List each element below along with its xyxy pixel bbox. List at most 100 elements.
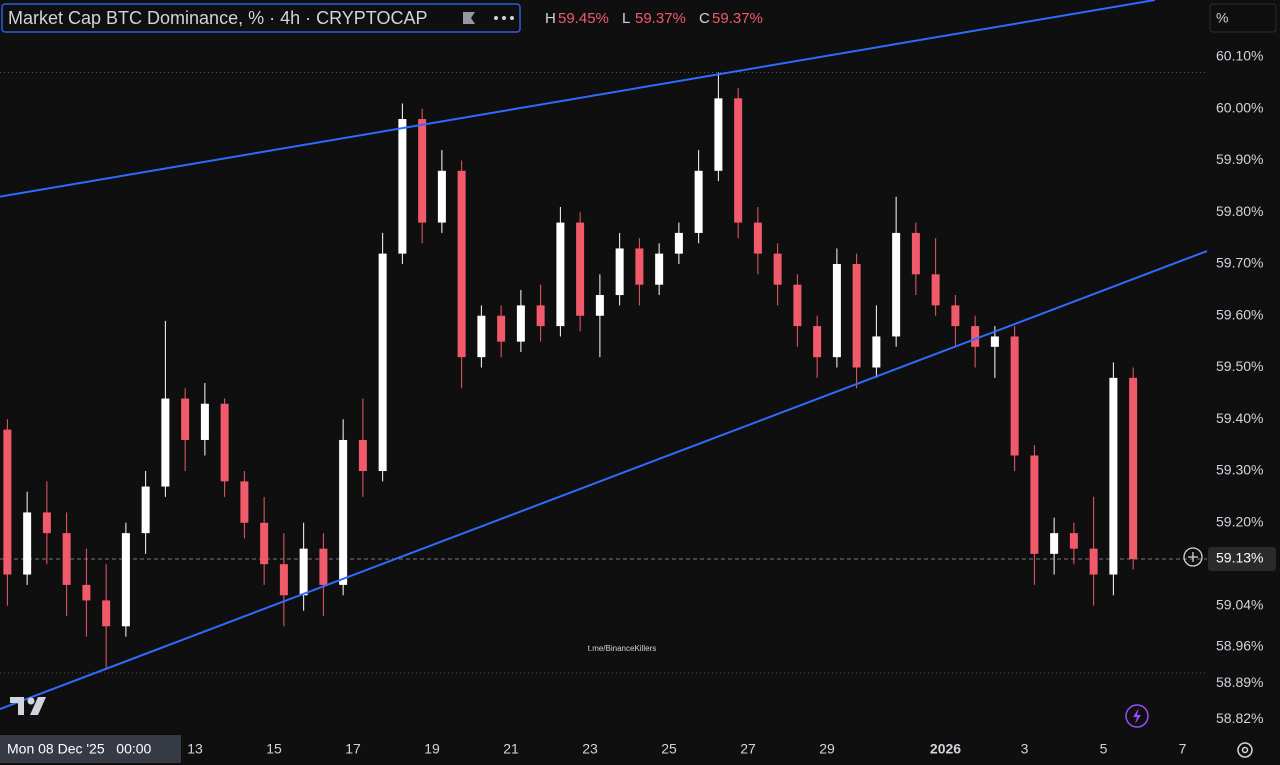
candle-body — [615, 248, 624, 296]
x-tick-label: 23 — [582, 741, 598, 757]
candle-body — [576, 222, 585, 316]
y-tick-label: 59.40% — [1216, 410, 1263, 426]
candle-body — [102, 600, 111, 627]
more-icon[interactable] — [494, 16, 514, 20]
candle-body — [161, 398, 170, 487]
plot-area — [0, 0, 1208, 711]
trendline — [0, 0, 1156, 198]
x-tick-label: 19 — [424, 741, 440, 757]
candle-body — [714, 98, 723, 171]
candle-body — [82, 584, 91, 601]
x-tick-label: 2026 — [930, 741, 961, 757]
candle-body — [23, 512, 32, 575]
crosshair-date: Mon 08 Dec '25 00:00 — [7, 741, 152, 757]
flag-icon[interactable] — [463, 12, 475, 24]
candle-body — [141, 486, 150, 534]
symbol-box[interactable] — [1, 3, 521, 33]
lightning-icon[interactable] — [1125, 704, 1149, 728]
x-tick-label: 29 — [819, 741, 835, 757]
candle-body — [398, 119, 407, 254]
y-tick-label: 58.82% — [1216, 710, 1263, 726]
last-price-box — [1208, 547, 1276, 572]
candle-body — [595, 295, 604, 316]
candle-body — [813, 326, 822, 358]
candle-body — [516, 305, 525, 342]
candle-body — [1129, 377, 1138, 560]
candle-body — [536, 305, 545, 327]
candle-body — [793, 284, 802, 327]
crosshair-date-box — [0, 735, 181, 763]
candle-body — [181, 398, 190, 440]
watermark: t.me/BinanceKillers — [588, 644, 656, 653]
settings-icon[interactable] — [1237, 742, 1253, 758]
candle-body — [694, 170, 703, 233]
candle-body — [319, 548, 328, 585]
x-tick-label: 17 — [345, 741, 361, 757]
candle-body — [674, 232, 683, 254]
ohlc-key: H — [545, 10, 556, 27]
candle-body — [477, 315, 486, 358]
y-tick-label: 59.90% — [1216, 151, 1263, 167]
candle-body — [358, 439, 367, 472]
x-tick-label: 21 — [503, 741, 519, 757]
candle-body — [635, 248, 644, 285]
y-tick-label: 60.00% — [1216, 99, 1263, 115]
ohlc-value: 59.37% — [635, 10, 686, 27]
y-tick-label: 60.10% — [1216, 48, 1263, 64]
candle-body — [3, 429, 12, 575]
last-price-label: 59.13% — [1216, 550, 1263, 566]
candle-body — [457, 170, 466, 358]
candle-body — [931, 274, 940, 306]
candle-body — [437, 170, 446, 223]
candle-body — [62, 533, 71, 585]
candle-body — [971, 326, 980, 347]
candle-body — [872, 336, 881, 368]
candle-body — [378, 253, 387, 472]
ohlc-key: L — [622, 10, 630, 27]
tradingview-logo — [10, 697, 46, 715]
ohlc-value: 59.37% — [712, 10, 763, 27]
candle-body — [911, 232, 920, 275]
x-tick-label: 13 — [187, 741, 203, 757]
x-tick-label: 25 — [661, 741, 677, 757]
candle-body — [1050, 533, 1059, 554]
y-tick-label: 59.04% — [1216, 596, 1263, 612]
candle-body — [121, 533, 130, 627]
y-tick-label: 59.20% — [1216, 513, 1263, 529]
candle-body — [418, 119, 427, 223]
scale-mode[interactable]: % — [1216, 10, 1228, 26]
x-tick-label: 7 — [1179, 741, 1187, 757]
candle-body — [852, 263, 861, 368]
candle-body — [990, 336, 999, 347]
candle-body — [42, 512, 51, 534]
y-tick-label: 59.60% — [1216, 306, 1263, 322]
candle-body — [1069, 533, 1078, 549]
candle-body — [1030, 455, 1039, 554]
scale-mode-box[interactable] — [1209, 3, 1277, 33]
ohlc-key: C — [699, 10, 710, 27]
candle-body — [773, 253, 782, 285]
y-tick-label: 59.80% — [1216, 203, 1263, 219]
add-icon[interactable] — [1183, 547, 1203, 567]
candle-body — [240, 481, 249, 523]
candle-body — [299, 548, 308, 596]
y-tick-label: 59.70% — [1216, 255, 1263, 271]
candle-body — [339, 439, 348, 585]
candle-body — [892, 232, 901, 337]
y-tick-label: 59.30% — [1216, 462, 1263, 478]
candle-body — [497, 315, 506, 342]
ohlc-value: 59.45% — [558, 10, 609, 27]
candle-body — [655, 253, 664, 285]
y-tick-label: 59.50% — [1216, 358, 1263, 374]
candle-body — [1089, 548, 1098, 575]
y-tick-label: 58.96% — [1216, 638, 1263, 654]
candle-body — [1010, 336, 1019, 456]
x-tick-label: 5 — [1100, 741, 1108, 757]
x-tick-label: 27 — [740, 741, 756, 757]
candle-body — [951, 305, 960, 327]
chart-title: Market Cap BTC Dominance, % · 4h · CRYPT… — [8, 8, 427, 28]
x-tick-label: 3 — [1021, 741, 1029, 757]
